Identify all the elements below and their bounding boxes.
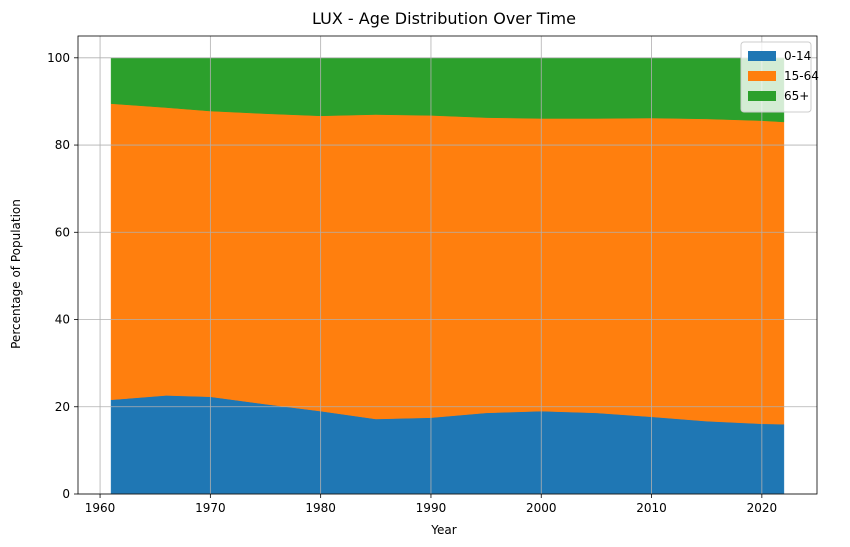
- x-tick-label: 1970: [195, 501, 226, 515]
- grid-layer: [78, 36, 817, 495]
- legend-swatch-65+: [748, 91, 776, 101]
- legend-label-15-64: 15-64: [784, 69, 819, 83]
- x-tick-label: 2010: [636, 501, 667, 515]
- y-tick-label: 100: [47, 51, 70, 65]
- x-axis-label: Year: [430, 523, 456, 537]
- x-tick-label: 2020: [747, 501, 778, 515]
- y-axis-label: Percentage of Population: [9, 199, 23, 349]
- chart-title: LUX - Age Distribution Over Time: [312, 9, 576, 28]
- legend-swatch-0-14: [748, 51, 776, 61]
- x-tick-label: 1960: [85, 501, 116, 515]
- y-tick-label: 20: [55, 400, 70, 414]
- legend-label-0-14: 0-14: [784, 49, 811, 63]
- series-layer: [110, 57, 785, 495]
- legend-swatch-15-64: [748, 71, 776, 81]
- plot-frame: [77, 35, 818, 495]
- y-tick-label: 40: [55, 313, 70, 327]
- y-tick-label: 60: [55, 225, 70, 239]
- x-tick-label: 1980: [305, 501, 336, 515]
- x-tick-label: 2000: [526, 501, 557, 515]
- area-series-15-64: [110, 103, 785, 425]
- legend: 0-14 15-64 65+: [740, 41, 819, 113]
- y-tick-label: 80: [55, 138, 70, 152]
- legend-label-65+: 65+: [784, 89, 809, 103]
- y-tick-label: 0: [62, 487, 70, 501]
- x-tick-label: 1990: [416, 501, 447, 515]
- ticks-layer: 1960 1970 1980 1990 2000 2010 2020 0 20 40 60 80 100: [47, 51, 777, 515]
